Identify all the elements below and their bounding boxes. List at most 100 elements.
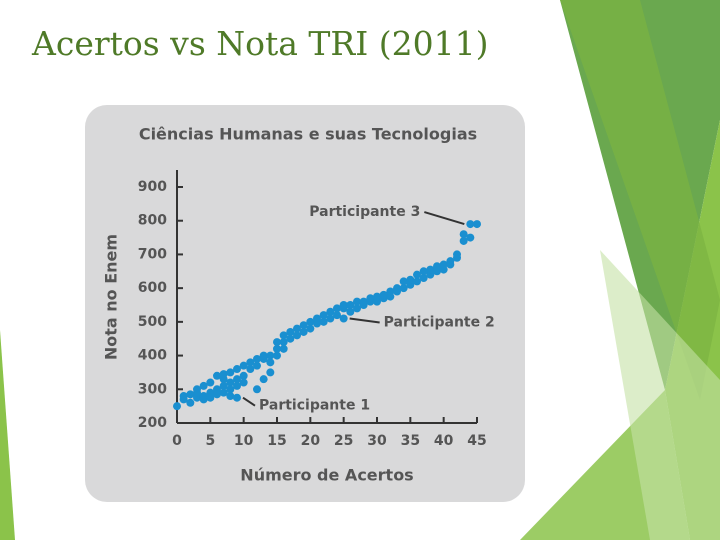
annotation: Participante 1 [259, 398, 370, 414]
deco [600, 250, 720, 540]
annotation: Participante 2 [384, 314, 495, 330]
deco [0, 330, 15, 540]
annotation: Participante 3 [309, 204, 420, 220]
point [206, 393, 215, 402]
point [266, 358, 275, 367]
point [186, 390, 195, 399]
point [359, 297, 368, 306]
point [179, 395, 188, 404]
point [339, 314, 348, 323]
point [279, 338, 288, 347]
annotation-arrow [349, 317, 380, 324]
point [333, 304, 341, 313]
point [206, 378, 215, 387]
x-tick-label: 15 [267, 433, 286, 449]
point [246, 358, 255, 367]
point [186, 398, 195, 407]
y-tick-label: 600 [138, 280, 167, 296]
point [239, 361, 248, 370]
y-tick-label: 400 [138, 348, 167, 364]
y-tick-label: 500 [138, 314, 167, 330]
x-tick-label: 25 [334, 433, 353, 449]
point [246, 365, 255, 374]
x-tick-label: 35 [401, 433, 420, 449]
point [386, 287, 395, 296]
point [353, 297, 361, 306]
y-tick-label: 900 [138, 179, 167, 195]
point [439, 260, 448, 269]
point [286, 327, 295, 336]
x-tick-label: 10 [234, 433, 254, 449]
x-tick-label: 5 [205, 433, 215, 449]
point [453, 250, 461, 259]
point [319, 311, 328, 320]
point [173, 402, 181, 411]
x-tick-label: 45 [467, 433, 486, 449]
point [299, 327, 308, 336]
point [306, 324, 315, 333]
point [233, 381, 241, 390]
point [266, 351, 275, 360]
point [266, 368, 275, 377]
point [346, 307, 355, 316]
point [219, 381, 228, 390]
point [273, 338, 281, 347]
x-tick-label: 20 [301, 433, 321, 449]
point [233, 375, 241, 384]
point [279, 331, 288, 340]
point [419, 274, 428, 283]
point [419, 267, 428, 276]
point [293, 331, 301, 340]
point [373, 292, 381, 301]
point [306, 317, 315, 326]
point [399, 284, 408, 293]
x-tick-label: 0 [172, 433, 182, 449]
point [379, 290, 388, 299]
point [253, 361, 261, 370]
point [219, 370, 228, 379]
x-tick-label: 40 [434, 433, 454, 449]
point [393, 284, 401, 293]
point [253, 385, 261, 394]
point [253, 354, 261, 363]
point [319, 317, 328, 326]
point [213, 371, 221, 380]
point [433, 262, 441, 271]
point [239, 378, 248, 387]
point [226, 368, 235, 377]
y-tick-label: 200 [138, 415, 167, 431]
point [313, 314, 321, 323]
point [353, 304, 361, 313]
y-tick-label: 300 [138, 381, 167, 397]
point [233, 393, 241, 402]
point [239, 371, 248, 380]
point [193, 385, 201, 394]
y-tick-label: 800 [138, 213, 167, 229]
point [459, 230, 468, 239]
point [259, 375, 268, 384]
point [466, 220, 475, 229]
x-tick-label: 30 [367, 433, 387, 449]
point [293, 324, 301, 333]
point [413, 270, 421, 279]
chart-title: Ciências Humanas e suas Tecnologias [139, 125, 477, 144]
x-axis-label: Número de Acertos [240, 466, 413, 485]
slide-title: Acertos vs Nota TRI (2011) [31, 24, 489, 63]
point [466, 233, 475, 242]
point [413, 277, 421, 286]
point [339, 301, 348, 309]
point [459, 236, 468, 245]
point [333, 311, 341, 320]
point [199, 395, 208, 404]
annotation-arrow [242, 396, 256, 407]
point [366, 294, 375, 303]
point [273, 344, 281, 353]
point [406, 275, 415, 284]
deco [560, 0, 720, 400]
point [226, 392, 235, 401]
point [446, 257, 455, 266]
point [326, 314, 335, 323]
point [346, 301, 355, 309]
